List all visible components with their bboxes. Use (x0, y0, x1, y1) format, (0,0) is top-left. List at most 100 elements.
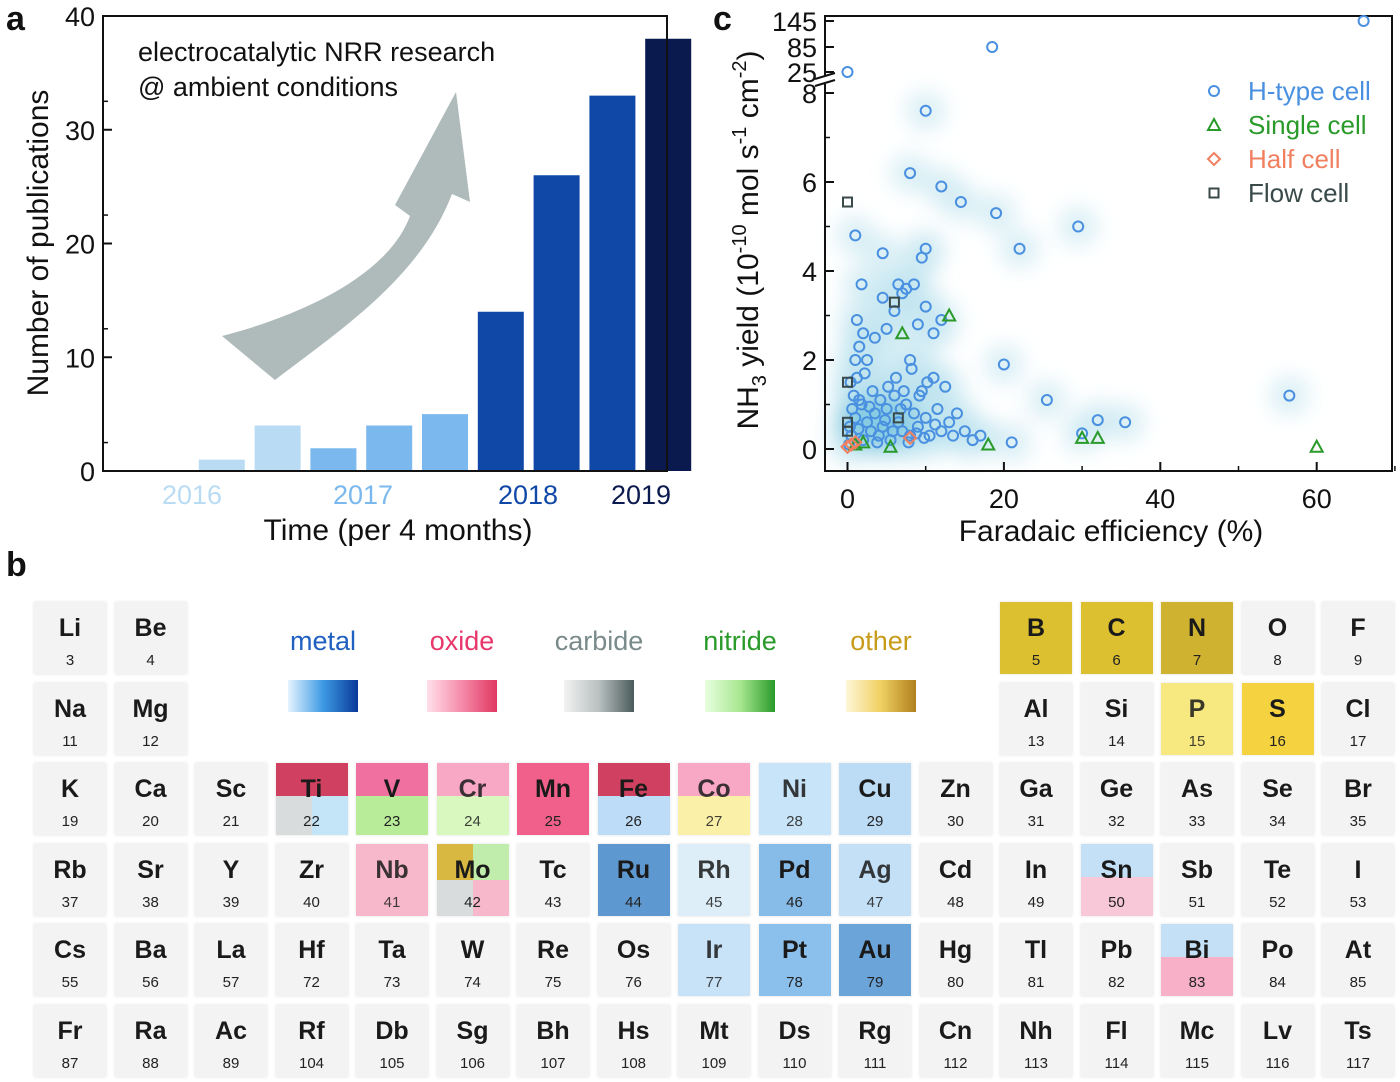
element-ag: Ag 47 (839, 843, 911, 916)
element-au: Au 79 (839, 924, 911, 996)
y-break-tick-label: 85 (787, 33, 817, 63)
material-fill (1000, 602, 1072, 674)
point-triangle (1309, 438, 1325, 453)
atomic-number: 6 (1112, 652, 1121, 669)
x-tick-label-c: 40 (1145, 484, 1175, 514)
element-symbol: Zn (940, 775, 971, 803)
atomic-number: 117 (1346, 1054, 1370, 1072)
material-fill (1161, 957, 1233, 996)
element-br: Br 35 (1322, 763, 1394, 835)
point-circle (927, 327, 940, 340)
element-symbol: N (1187, 614, 1207, 642)
point-circle (880, 402, 893, 415)
element-sb: Sb 51 (1161, 843, 1233, 916)
point-triangle (882, 438, 899, 453)
element-cn: Cn 112 (919, 1004, 992, 1077)
plot-frame-c (824, 15, 1393, 472)
element-la: La 57 (195, 924, 267, 996)
point-triangle (1074, 429, 1090, 444)
element-symbol: Mt (699, 1016, 729, 1045)
material-fill (758, 924, 831, 996)
point-square (888, 296, 900, 308)
atomic-number: 20 (142, 813, 159, 830)
element-symbol: Fe (618, 775, 649, 803)
atomic-number: 31 (1027, 813, 1045, 830)
point-circle (974, 429, 987, 442)
element-symbol: Cs (54, 936, 86, 964)
atomic-number: 83 (1188, 974, 1206, 991)
atomic-number: 47 (866, 893, 884, 911)
atomic-number: 28 (786, 813, 803, 830)
bar-2016-2 (198, 459, 245, 471)
element-rb: Rb 37 (34, 843, 106, 916)
density-blob (1269, 375, 1310, 416)
point-circle (990, 207, 1003, 220)
legend-gradient-nitride (705, 680, 775, 712)
point-circle (907, 407, 920, 420)
point-square (842, 376, 853, 388)
material-fill (356, 843, 428, 916)
legend-label-other: other (850, 626, 912, 656)
element-p: P 15 (1161, 682, 1233, 755)
element-symbol: Re (537, 936, 569, 964)
y-tick-label-a: 0 (80, 457, 95, 487)
element-symbol: Ts (1344, 1016, 1372, 1045)
element-symbol: Rh (697, 855, 731, 884)
element-symbol: Ag (858, 855, 892, 884)
element-ca: Ca 20 (114, 763, 187, 835)
element-hs: Hs 108 (597, 1004, 670, 1077)
material-fill (275, 796, 312, 835)
element-re: Re 75 (517, 924, 589, 996)
atomic-number: 48 (947, 893, 964, 911)
material-fill (597, 796, 670, 835)
atomic-number: 49 (1027, 893, 1045, 911)
legend-gradient-other (846, 680, 916, 712)
atomic-number: 40 (303, 893, 320, 911)
legend-label-metal: metal (289, 626, 357, 656)
atomic-number: 46 (786, 893, 803, 911)
element-symbol: Be (134, 614, 167, 642)
density-blob (940, 182, 981, 223)
atomic-number: 13 (1027, 732, 1045, 750)
point-circle (904, 167, 917, 180)
axis-break-mark (814, 72, 836, 80)
point-circle (935, 425, 948, 438)
element-symbol: Mn (534, 775, 572, 803)
x-axis-title-c: Faradaic efficiency (%) (959, 515, 1264, 548)
bar-2018-3 (589, 95, 636, 471)
element-rh: Rh 45 (678, 843, 750, 916)
element-symbol: As (1181, 775, 1213, 803)
element-bi: Bi 83 (1161, 924, 1233, 996)
periodic-table: Li 3 Be 4 B 5 C 6 N 7 O 8 F 9 Na 11 Mg 12 Al 13 Si 14 P 15 S 16 Cl… (34, 602, 1400, 1082)
publications-bar-chart: 0 10 20 30 40 2016 2017 2018 2019 Time (per 4 mon… (22, 2, 692, 547)
density-blob (1105, 402, 1146, 443)
atomic-number: 19 (61, 813, 79, 830)
element-lv: Lv 116 (1241, 1004, 1314, 1077)
element-in: In 49 (1000, 843, 1072, 916)
atomic-number: 110 (782, 1054, 807, 1072)
point-circle (918, 431, 931, 444)
legend-label-triangle: Single cell (1248, 110, 1367, 140)
annotation-line-1: electrocatalytic NRR research (138, 37, 495, 67)
element-sc: Sc 21 (195, 763, 267, 835)
bar-2016-3 (254, 425, 301, 471)
material-fill (436, 763, 509, 796)
point-circle (888, 389, 901, 402)
element-symbol: Os (616, 936, 651, 964)
y-tick-label-c: 0 (802, 435, 817, 465)
atomic-number: 51 (1188, 893, 1206, 911)
element-i: I 53 (1322, 843, 1394, 916)
element-symbol: Sb (1181, 855, 1213, 884)
atomic-number: 7 (1192, 652, 1202, 669)
point-circle-upper (841, 66, 854, 78)
point-circle (849, 229, 862, 242)
material-fill (758, 843, 831, 916)
element-symbol: Tl (1024, 936, 1048, 964)
material-fill (1161, 924, 1233, 957)
x-tick-label-c: 20 (989, 484, 1019, 514)
point-diamond (902, 430, 918, 446)
point-triangle (894, 325, 910, 340)
point-circle (874, 394, 887, 407)
point-circle (1072, 220, 1085, 233)
point-circle (858, 367, 871, 380)
